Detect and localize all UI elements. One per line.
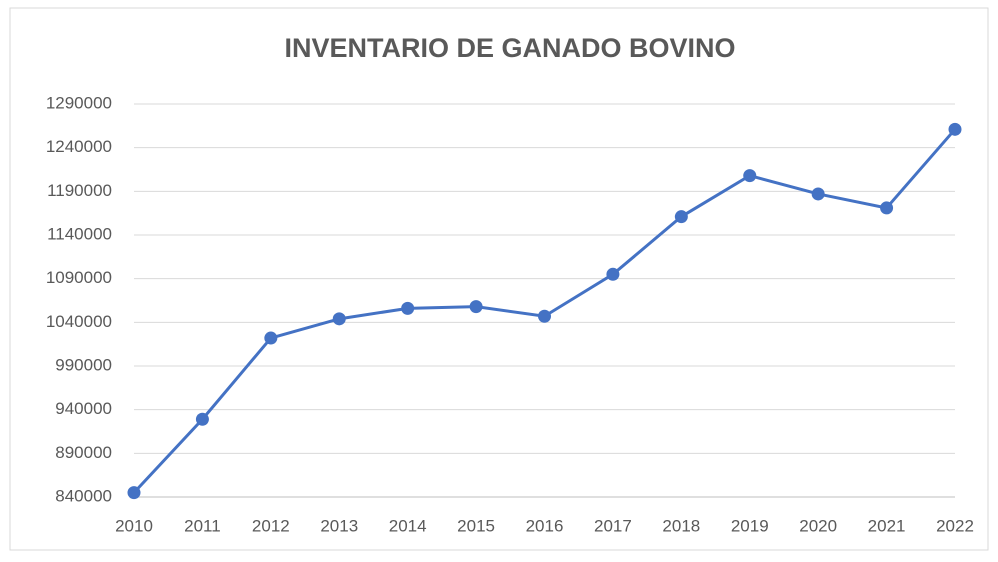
data-point	[674, 210, 688, 224]
x-tick-label: 2011	[184, 516, 221, 535]
x-tick-label: 2022	[936, 516, 974, 535]
data-point	[127, 486, 141, 500]
data-point	[538, 309, 551, 323]
data-point	[264, 331, 278, 345]
x-tick-label: 2018	[662, 516, 700, 535]
x-tick-label: 2012	[252, 516, 290, 535]
chart-title: INVENTARIO DE GANADO BOVINO	[284, 33, 735, 63]
y-tick-label: 990000	[55, 355, 112, 374]
y-tick-label: 840000	[55, 486, 112, 505]
x-tick-label: 2017	[594, 516, 632, 535]
y-tick-label: 940000	[55, 399, 112, 418]
data-point	[332, 312, 346, 326]
x-tick-label: 2010	[115, 516, 153, 535]
data-point	[743, 169, 757, 183]
y-tick-label: 1140000	[47, 224, 112, 243]
data-point	[469, 300, 483, 314]
x-tick-label: 2021	[868, 516, 906, 535]
x-tick-label: 2015	[457, 516, 495, 535]
data-point	[948, 122, 962, 136]
y-tick-label: 1040000	[46, 312, 112, 331]
data-point	[195, 412, 209, 426]
x-tick-label: 2013	[320, 516, 358, 535]
x-tick-label: 2014	[389, 516, 427, 535]
x-tick-label: 2020	[799, 516, 837, 535]
y-tick-label: 1190000	[47, 181, 112, 200]
data-point	[401, 301, 415, 315]
y-tick-label: 1290000	[46, 93, 112, 112]
x-tick-label: 2019	[731, 516, 769, 535]
data-point	[606, 267, 620, 281]
x-tick-label: 2016	[526, 516, 564, 535]
data-point	[880, 201, 894, 215]
data-point	[811, 187, 825, 201]
y-tick-label: 890000	[55, 443, 112, 462]
y-tick-label: 1090000	[46, 268, 112, 287]
y-tick-label: 1240000	[46, 137, 112, 156]
